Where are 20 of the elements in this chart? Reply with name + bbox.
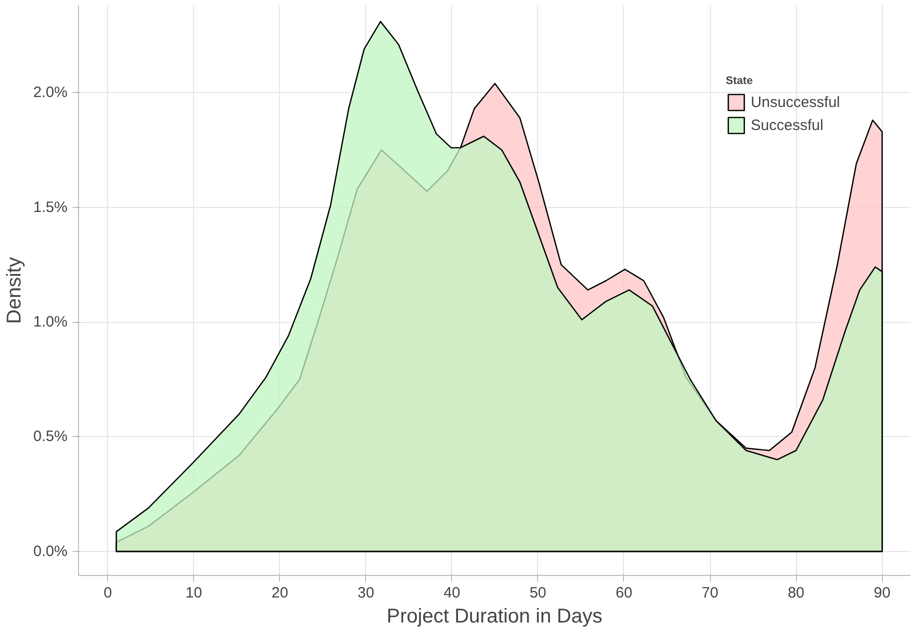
x-axis-title: Project Duration in Days xyxy=(386,606,602,628)
x-tick-label: 90 xyxy=(874,584,890,602)
legend-title: State xyxy=(726,75,754,87)
x-tick-label: 10 xyxy=(185,584,202,602)
x-tick-label: 80 xyxy=(788,584,804,602)
x-tick-label: 30 xyxy=(358,584,374,602)
x-tick-label: 0 xyxy=(104,584,112,602)
x-tick-label: 60 xyxy=(616,584,632,602)
y-tick-label: 1.5% xyxy=(33,198,68,216)
y-axis-title: Density xyxy=(3,257,26,324)
legend-label: Unsuccessful xyxy=(750,94,840,110)
y-tick-label: 0.0% xyxy=(33,542,68,560)
x-tick-label: 40 xyxy=(444,584,460,602)
x-tick-label: 50 xyxy=(530,584,546,602)
legend-label: Successful xyxy=(750,116,824,134)
y-tick-label: 0.5% xyxy=(33,428,68,446)
x-tick-label: 20 xyxy=(271,584,288,602)
y-tick-label: 1.0% xyxy=(33,314,68,331)
x-tick-label: 70 xyxy=(702,584,718,602)
y-tick-label: 2.0% xyxy=(33,84,68,102)
